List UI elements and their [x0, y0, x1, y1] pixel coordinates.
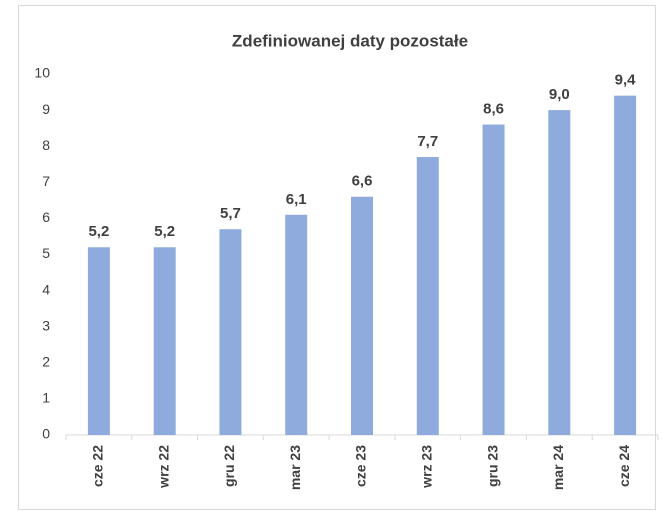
value-label: 5,2 — [88, 223, 109, 240]
bar — [416, 157, 439, 435]
value-label: 6,6 — [352, 173, 373, 190]
bar — [285, 214, 308, 435]
x-tick-label: cze 22 — [90, 445, 106, 487]
y-tick-label: 9 — [42, 101, 50, 117]
value-label: 9,0 — [549, 86, 570, 103]
value-label: 5,7 — [220, 205, 241, 222]
y-tick-label: 0 — [42, 426, 50, 442]
x-tick-label: cze 23 — [353, 445, 369, 487]
bar — [614, 95, 637, 435]
bar — [219, 229, 242, 435]
value-label: 7,7 — [417, 133, 438, 150]
bar — [153, 247, 176, 435]
y-tick-label: 3 — [42, 317, 50, 333]
x-tick-label: cze 24 — [616, 445, 632, 487]
chart-title: Zdefiniowanej daty pozostałe — [232, 31, 468, 50]
y-tick-label: 6 — [42, 209, 50, 225]
bar — [482, 124, 505, 435]
value-label: 8,6 — [483, 101, 504, 118]
value-label: 9,4 — [615, 72, 637, 89]
y-tick-label: 2 — [42, 354, 50, 370]
x-tick-label: wrz 23 — [418, 445, 434, 489]
y-tick-label: 7 — [42, 173, 50, 189]
bar — [351, 196, 373, 435]
y-tick-label: 4 — [42, 281, 50, 297]
y-tick-label: 10 — [34, 65, 50, 81]
value-label: 5,2 — [154, 223, 175, 240]
x-tick-label: gru 23 — [484, 445, 500, 487]
y-tick-label: 8 — [42, 137, 50, 153]
x-tick-label: gru 22 — [221, 445, 237, 487]
y-tick-label: 5 — [42, 245, 50, 261]
value-label: 6,1 — [286, 191, 307, 208]
bar — [87, 247, 110, 435]
x-tick-label: mar 24 — [550, 445, 566, 490]
x-tick-label: wrz 22 — [155, 445, 171, 489]
x-tick-label: mar 23 — [287, 445, 303, 490]
y-tick-label: 1 — [42, 390, 50, 406]
bar — [548, 110, 571, 435]
